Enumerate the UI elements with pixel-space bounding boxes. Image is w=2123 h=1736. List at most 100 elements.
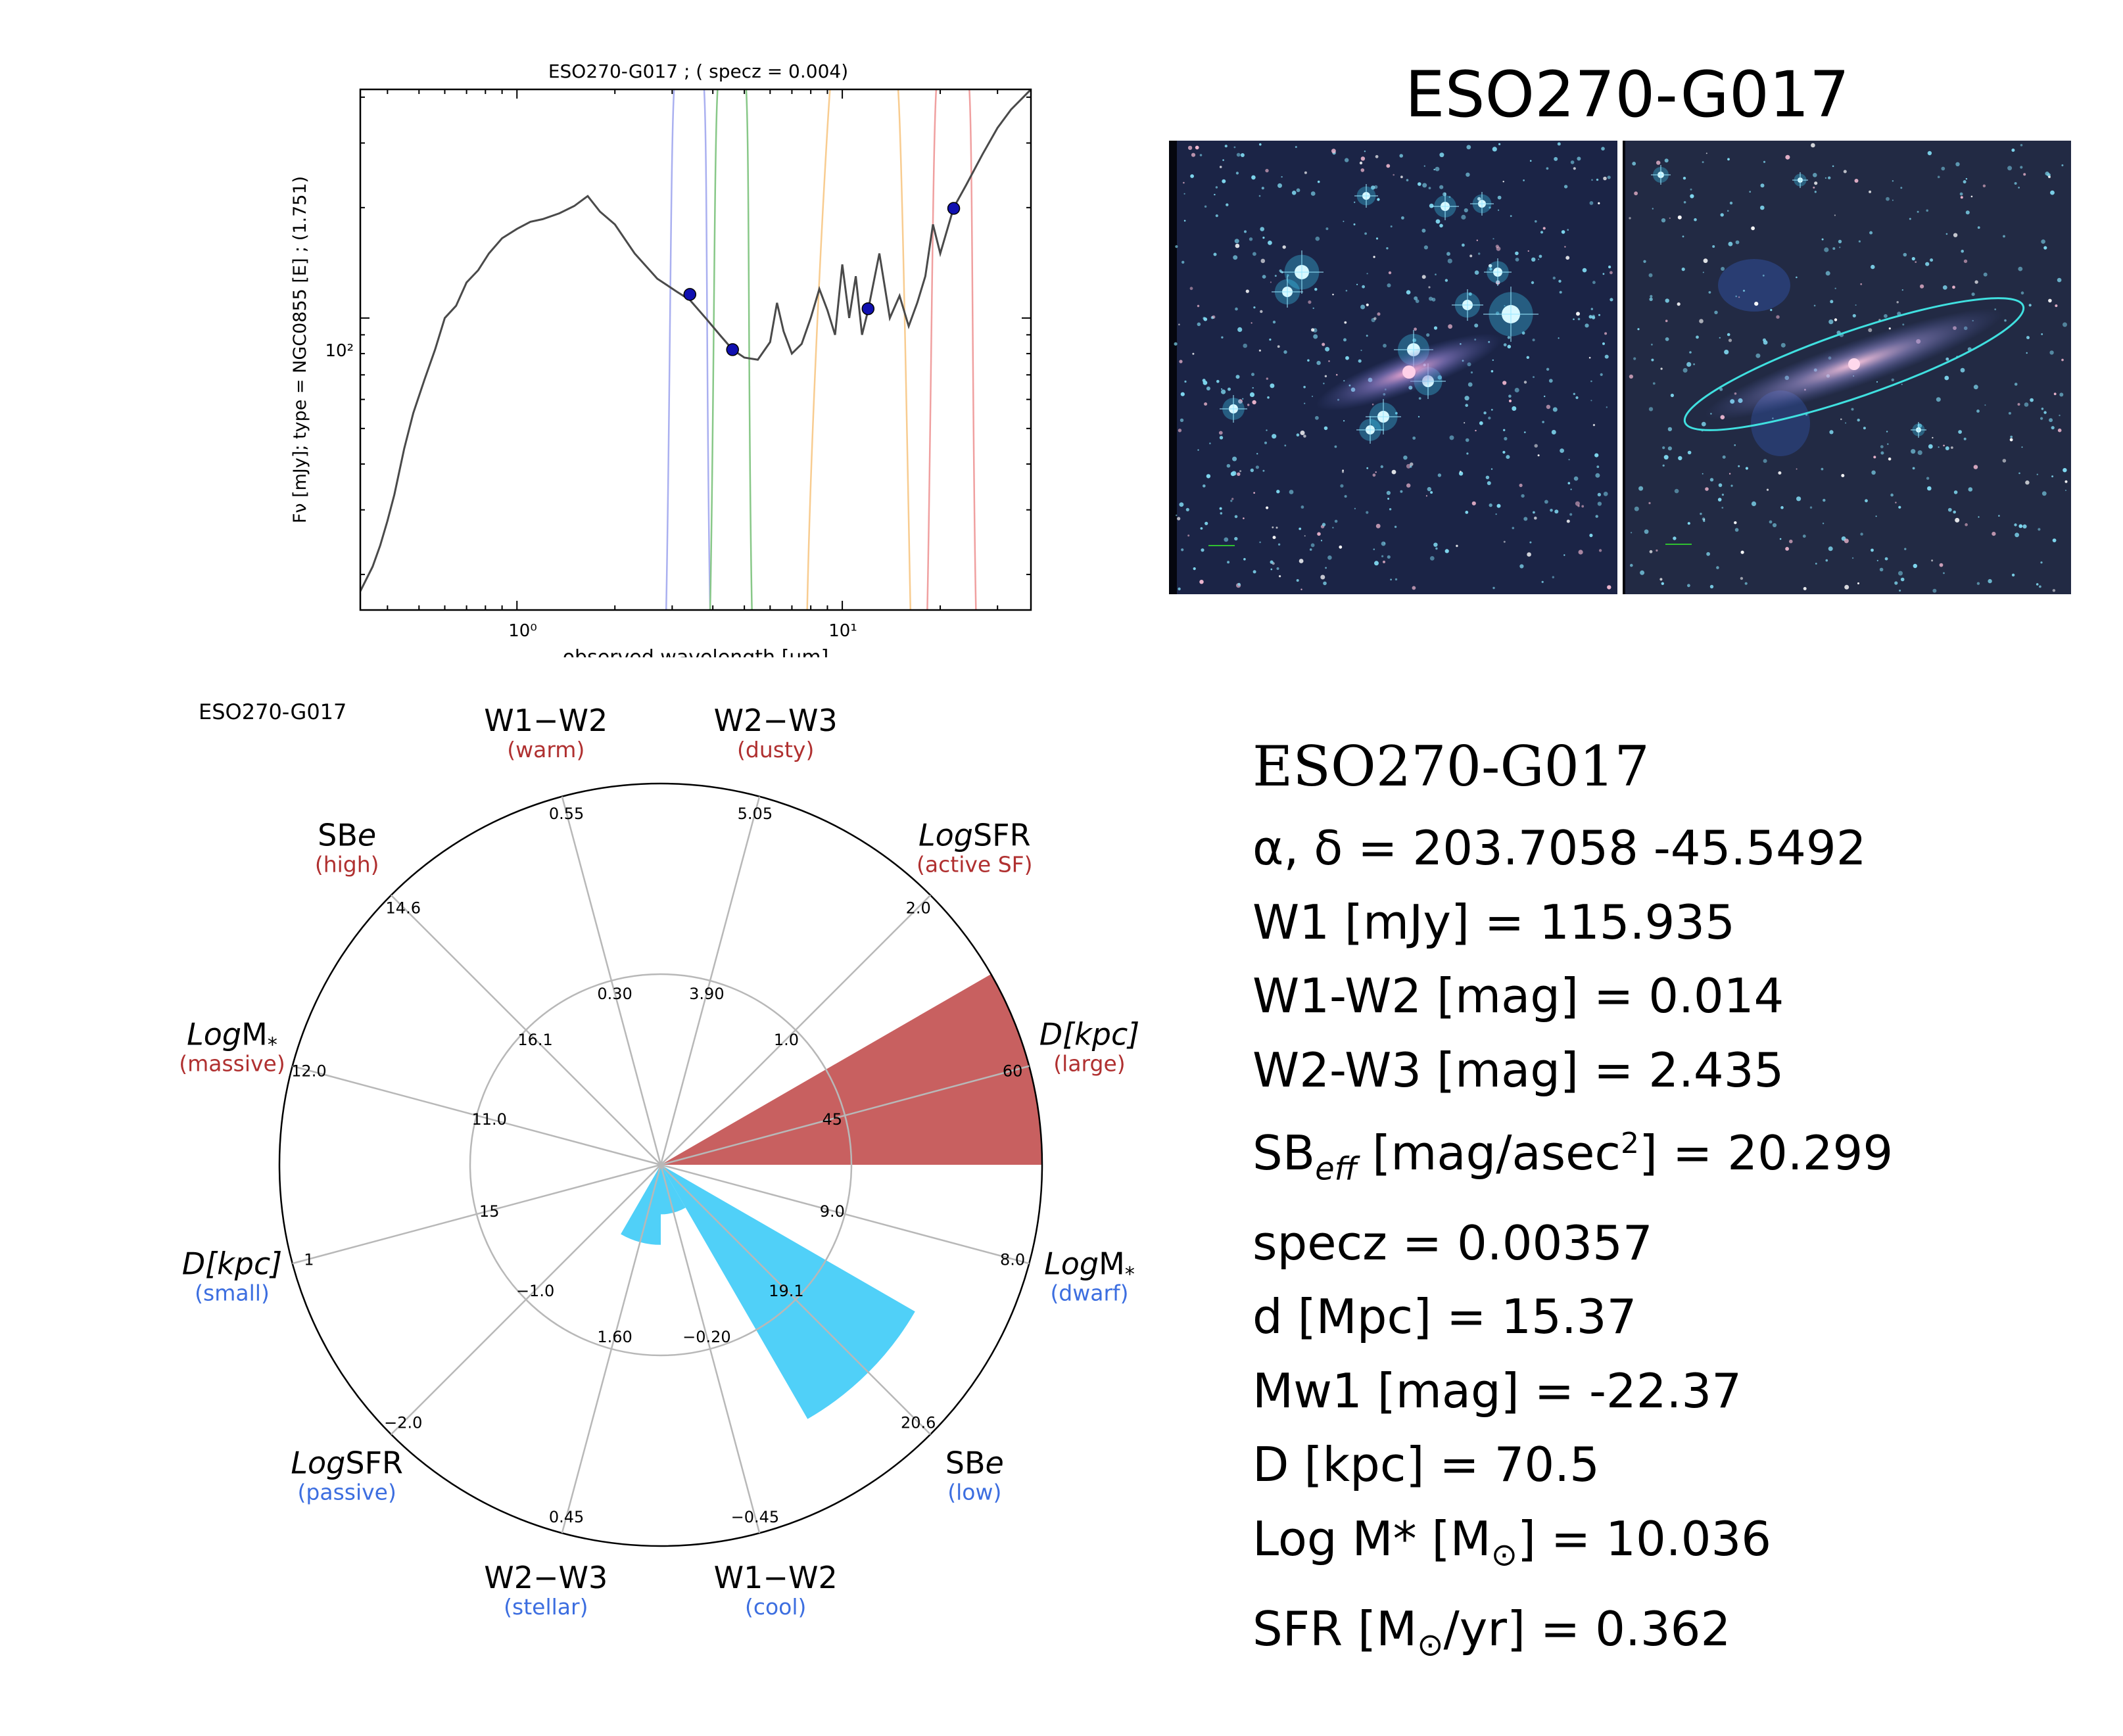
photometry-point: [947, 202, 961, 215]
polar-inner-ring: [469, 973, 853, 1357]
polar-axis-label: W1−W2: [714, 1560, 838, 1595]
polar-outer-tick: −0.45: [731, 1508, 780, 1526]
photometry-point: [726, 343, 739, 356]
image-panel-title: ESO270-G017: [1404, 58, 1850, 131]
info-mw1: Mw1 [mag] = -22.37: [1252, 1363, 1742, 1419]
polar-inner-tick: 1.60: [597, 1328, 632, 1346]
polar-inner-tick: 15: [479, 1202, 500, 1221]
photometry-points: [683, 202, 961, 356]
filter-w3-curve: [806, 89, 912, 610]
polar-bar-3: [661, 1165, 686, 1215]
polar-spoke: [659, 1164, 761, 1534]
info-w1: W1 [mJy] = 115.935: [1252, 894, 1735, 950]
info-diameter: D [kpc] = 70.5: [1252, 1437, 1600, 1493]
aperture-ellipse: [1683, 297, 2025, 431]
polar-axis-sublabel: (active SF): [917, 852, 1032, 878]
polar-outer-tick: 2.0: [906, 899, 931, 917]
polar-outer-tick: 8.0: [1000, 1250, 1025, 1269]
polar-spoke: [660, 1065, 1030, 1166]
sed-chart: ESO270-G017 ; ( specz = 0.004) 10⁰ 10¹ 1…: [290, 60, 1032, 657]
photometry-point: [861, 302, 875, 316]
polar-spoke: [561, 796, 662, 1165]
info-w2w3: W2-W3 [mag] = 2.435: [1252, 1042, 1784, 1098]
polar-outer-ring: [278, 782, 1043, 1547]
info-distance: d [Mpc] = 15.37: [1252, 1289, 1637, 1345]
polar-inner-tick: −1.0: [516, 1282, 554, 1300]
polar-axis-label: W2−W3: [714, 703, 838, 738]
polar-outer-tick: 12.0: [291, 1062, 326, 1081]
polar-outer-tick: 5.05: [738, 805, 773, 823]
polar-inner-tick: 3.90: [689, 985, 724, 1003]
filter-w1-curve: [665, 89, 711, 610]
polar-axis-sublabel: (cool): [745, 1594, 806, 1620]
polar-axis-label: D[kpc]: [1039, 1016, 1139, 1052]
filter-w4-curve: [926, 89, 977, 610]
polar-outer-tick: 0.55: [549, 805, 584, 823]
sed-xlabel: observed wavelength [μm]: [563, 646, 829, 657]
sed-xtick-10: 10¹: [828, 621, 857, 641]
polar-axis-sublabel: (large): [1053, 1050, 1125, 1076]
polar-axis-sublabel: (dwarf): [1050, 1280, 1128, 1306]
polar-outer-tick: −2.0: [384, 1414, 422, 1432]
polar-axis-sublabel: (passive): [298, 1479, 396, 1505]
polar-axis-label: LogM*: [187, 1016, 277, 1056]
polar-axis-label: W1−W2: [484, 703, 608, 738]
sed-ytick-100: 10²: [325, 341, 354, 361]
info-panel: ESO270-G017 α, δ = 203.7058 -45.5492 W1 …: [1252, 730, 2107, 1682]
polar-inner-tick: 9.0: [820, 1202, 845, 1221]
polar-spoke: [660, 894, 932, 1165]
polar-axis-sublabel: (small): [195, 1280, 270, 1306]
sed-xtick-1: 10⁰: [508, 621, 537, 641]
polar-bar-4: [621, 1165, 661, 1245]
polar-spoke: [292, 1163, 661, 1265]
polar-axis-sublabel: (massive): [179, 1050, 285, 1076]
info-sb: SBeff [mag/asec2] = 20.299: [1252, 1125, 1894, 1188]
polar-axis-label: D[kpc]: [182, 1246, 282, 1282]
polar-inner-tick: 11.0: [471, 1110, 506, 1129]
polar-axis-sublabel: (dusty): [737, 737, 814, 762]
info-radec: α, δ = 203.7058 -45.5492: [1252, 820, 1867, 876]
polar-outer-tick: 0.45: [549, 1508, 584, 1526]
sed-ylabel: Fν [mJy]; type = NGC0855 [E] ; (1.751): [290, 176, 310, 523]
info-w1w2: W1-W2 [mag] = 0.014: [1252, 968, 1784, 1023]
photometry-point: [683, 288, 697, 301]
polar-spoke: [390, 894, 661, 1165]
polar-axis-sublabel: (low): [947, 1479, 1001, 1505]
polar-outer-tick: 14.6: [386, 899, 421, 917]
wise-image-right: [1623, 141, 2071, 594]
info-sfr: SFR [M⊙/yr] = 0.362: [1252, 1601, 1731, 1664]
filter-curves: [665, 89, 977, 610]
polar-outer-tick: 1: [304, 1250, 314, 1269]
polar-spoke: [390, 1164, 661, 1436]
polar-axis-sublabel: (stellar): [504, 1594, 588, 1620]
polar-axis-label: W2−W3: [484, 1560, 608, 1595]
sed-title: ESO270-G017 ; ( specz = 0.004): [548, 60, 848, 82]
info-galaxy-name: ESO270-G017: [1252, 734, 1650, 799]
sed-tick-marks: [360, 89, 1031, 610]
info-specz: specz = 0.00357: [1252, 1215, 1653, 1271]
polar-spoke: [659, 796, 761, 1165]
polar-axis-label: SBe: [945, 1445, 1004, 1480]
polar-bar-1: [661, 974, 1042, 1165]
polar-outer-tick: 20.6: [901, 1414, 936, 1432]
polar-inner-tick: 1.0: [774, 1031, 799, 1049]
polar-axis-label: LogSFR: [291, 1445, 403, 1480]
polar-inner-tick: 45: [823, 1110, 843, 1129]
polar-axis-label: LogSFR: [918, 818, 1031, 853]
polar-axis-sublabel: (high): [315, 852, 379, 878]
wise-image-left: [1169, 141, 1617, 594]
polar-axis-label: LogM*: [1044, 1246, 1135, 1286]
sed-plot-frame: [359, 88, 1032, 611]
polar-inner-tick: 0.30: [597, 985, 632, 1003]
polar-inner-tick: 19.1: [769, 1282, 803, 1300]
polar-outer-tick: 60: [1003, 1062, 1023, 1081]
polar-spoke: [292, 1065, 661, 1166]
polar-spoke: [561, 1164, 662, 1534]
polar-axis-sublabel: (warm): [507, 737, 584, 762]
polar-axis-label: SBe: [318, 818, 376, 853]
polar-spoke: [660, 1164, 932, 1436]
polar-inner-tick: 16.1: [517, 1031, 552, 1049]
polar-chart-label: ESO270-G017: [199, 699, 346, 724]
filter-w2-curve: [709, 89, 753, 610]
